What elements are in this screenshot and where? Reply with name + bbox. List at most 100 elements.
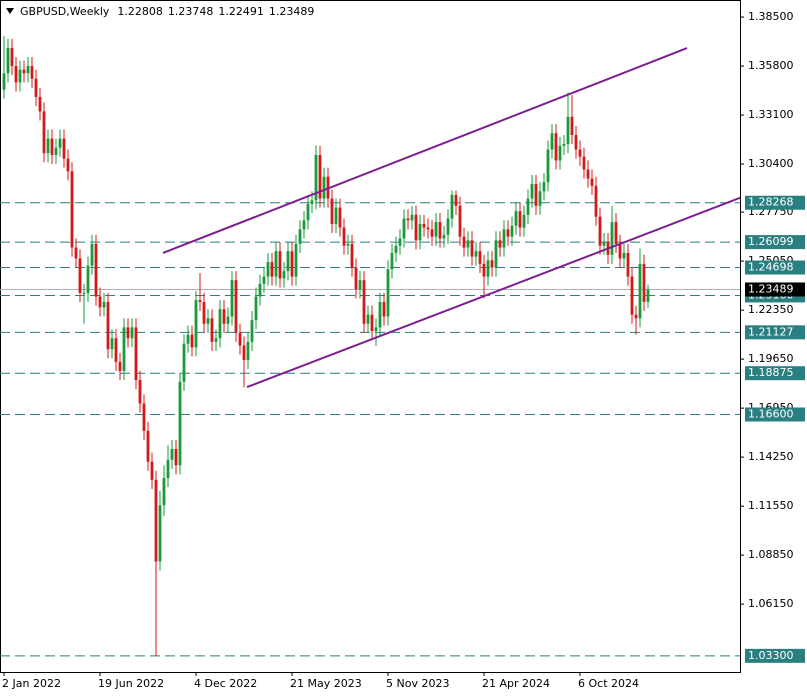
candle-body [314,154,318,201]
candle-body [26,66,30,74]
candle-body [574,135,578,150]
candle-body [342,227,346,246]
candle-body [454,194,458,206]
candle-body [614,222,618,244]
candle-body [442,234,446,239]
level-label: 1.18875 [748,366,794,379]
candle-body [386,269,390,317]
candle-body [178,381,182,466]
candle-body [610,222,614,255]
candle-body [382,301,386,317]
candle-body [634,314,638,319]
candles [2,36,650,656]
candle-body [154,479,158,562]
candle-body [290,251,294,277]
candle-body [490,260,494,268]
candle-body [590,178,594,186]
candle-body [198,300,202,302]
candle-body [282,271,286,279]
candle-body [510,225,514,237]
candle-body [82,292,86,294]
level-label: 1.03300 [748,649,794,662]
candle-body [394,245,398,253]
candle-body [586,169,590,179]
candle-body [98,296,102,308]
level-label: 1.28268 [748,196,794,209]
candle-body [42,111,46,154]
candle-body [630,276,634,315]
y-tick-label: 1.08850 [748,548,794,561]
candle-body [18,69,22,83]
candle-body [254,296,258,321]
candle-body [546,149,550,183]
candle-body [302,220,306,230]
candle-body [90,243,94,266]
candle-body [122,327,126,371]
candle-body [210,318,214,342]
candle-body [110,338,114,350]
low-value: 1.22491 [218,5,264,18]
candle-body [250,320,254,342]
x-tick-label: 6 Oct 2024 [578,677,639,690]
level-label-bg [745,195,805,210]
candle-body [582,156,586,170]
candle-body [174,448,178,466]
candle-body [118,361,122,371]
candle-body [38,96,42,112]
candle-body [10,47,14,67]
candle-body [470,240,474,257]
candle-body [306,203,310,221]
candle-body [618,243,622,259]
candle-body [478,251,482,264]
candle-body [558,145,562,161]
candle-body [566,116,570,145]
candle-body [286,251,290,272]
candle-body [594,185,598,217]
y-tick-label: 1.06150 [748,597,794,610]
candle-body [458,205,462,237]
y-tick-label: 1.22350 [748,303,794,316]
level-label-bg [745,235,805,250]
y-tick-label: 1.35800 [748,59,794,72]
candle-body [134,327,138,381]
candle-body [462,236,466,248]
candle-body [6,47,10,74]
candle-body [434,222,438,237]
candle-body [622,252,626,259]
candle-body [486,260,490,277]
level-label-bg [745,260,805,275]
chart-title: GBPUSD,Weekly 1.22808 1.23748 1.22491 1.2348… [20,5,314,18]
candle-body [194,300,198,348]
x-tick-label: 21 Apr 2024 [482,677,550,690]
candle-body [2,73,6,90]
candle-body [54,147,58,155]
candle-body [278,251,282,279]
candle-body [534,184,538,206]
candle-body [130,327,134,339]
candle-body [430,229,434,237]
candle-body [466,240,470,248]
candle-body [46,138,50,154]
candle-body [542,182,546,192]
menu-arrow[interactable] [6,8,14,14]
candle-body [530,184,534,199]
candle-body [514,211,518,226]
candle-body [494,240,498,268]
y-tick-label: 1.14250 [748,450,794,463]
candle-body [74,247,78,259]
candle-body [474,251,478,257]
candle-body [86,265,90,293]
candle-body [538,191,542,206]
candle-body [330,198,334,224]
candle-body [66,158,70,172]
current-price-bg [745,282,805,297]
candle-body [438,222,442,239]
candle-body [246,341,250,361]
candle-body [318,154,322,199]
level-label: 1.21127 [748,325,794,338]
candle-body [142,403,146,431]
candle-body [366,314,370,324]
candle-body [114,338,118,362]
y-tick-label: 1.38500 [748,10,794,23]
candle-body [258,283,262,297]
